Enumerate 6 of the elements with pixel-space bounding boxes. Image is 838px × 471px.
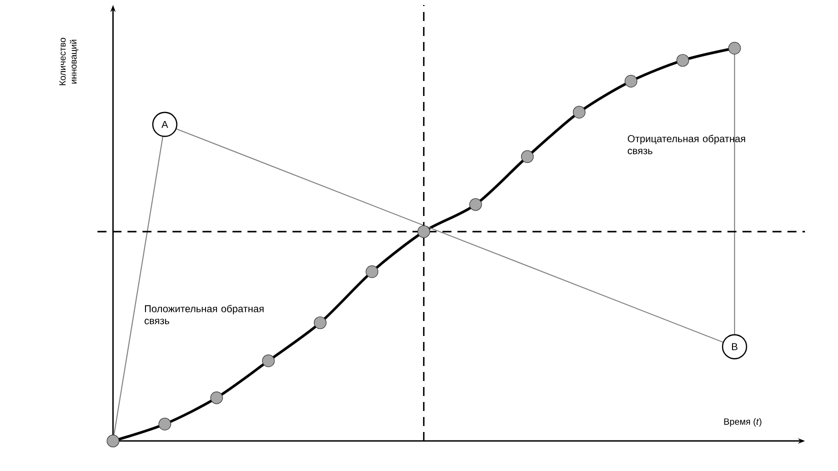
- annotation: Положительная обратная связь: [144, 304, 264, 324]
- x-axis-title: Время (t): [724, 418, 762, 427]
- annotation: A: [161, 120, 168, 128]
- annotation: B: [732, 343, 738, 350]
- y-axis-title: Количество инноваций: [59, 38, 78, 86]
- annotation: Отрицательная обратная связь: [628, 134, 746, 154]
